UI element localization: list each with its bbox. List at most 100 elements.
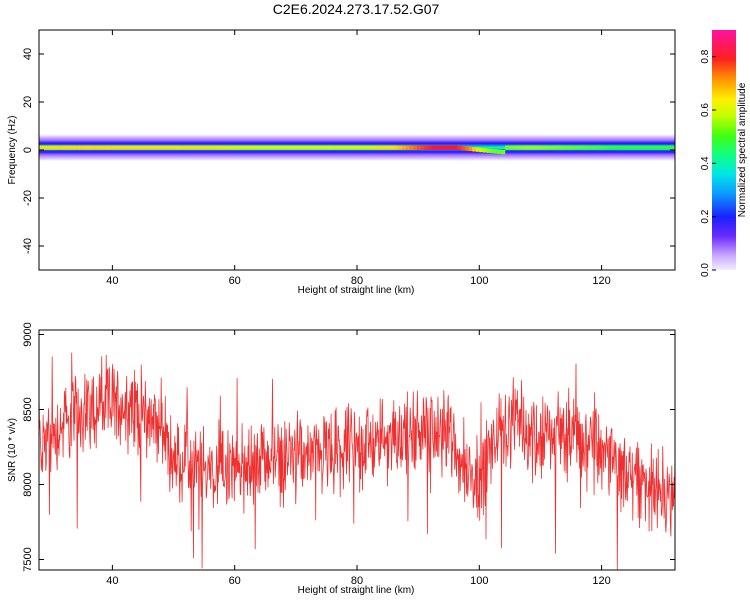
- spectrogram-ridge-cell: [398, 145, 403, 150]
- spectrogram-ridge-cell: [655, 145, 660, 150]
- spectrogram-ridge-cell: [174, 145, 179, 150]
- spectrogram-ridge-cell: [431, 145, 436, 150]
- spectrogram-ridge-cell: [123, 145, 128, 150]
- spectrogram-xtick-label: 80: [351, 275, 363, 287]
- spectrogram-xtick-label: 100: [470, 275, 488, 287]
- spectrogram-ridge-cell: [574, 145, 579, 150]
- spectrogram-ytick-label: 0: [22, 147, 34, 153]
- spectrogram-ridge-cell: [72, 145, 76, 150]
- snr-xtick-label: 80: [351, 575, 363, 587]
- spectrogram-ridge-cell: [182, 145, 187, 150]
- spectrogram-ridge-cell: [299, 145, 304, 150]
- colorbar-tick-label: 0.6: [700, 103, 711, 117]
- spectrogram-ridge-cell: [292, 145, 297, 150]
- spectrogram-ridge-cell: [593, 145, 598, 150]
- spectrogram-ridge-cell: [255, 145, 260, 150]
- spectrogram-ridge-cell: [567, 145, 572, 150]
- snr-ytick-label: 7500: [22, 547, 34, 571]
- spectrogram-ridge-cell: [358, 145, 363, 150]
- spectrogram-ridge-cell: [321, 145, 326, 150]
- spectrogram-ridge-cell: [83, 145, 87, 150]
- spectrogram-ridge-cell: [262, 145, 267, 150]
- spectrogram-ridge-cell: [94, 145, 99, 150]
- figure-title: C2E6.2024.273.17.52.G07: [273, 1, 440, 17]
- spectrogram-ridge-cell: [105, 145, 110, 150]
- spectrogram-ridge-cell: [248, 145, 253, 150]
- spectrogram-ridge-cell: [251, 145, 256, 150]
- spectrogram-ridge-cell: [416, 145, 421, 150]
- spectrogram-ridge-cell: [457, 145, 462, 150]
- spectrogram-ridge-cell: [273, 145, 278, 150]
- spectrogram-ridge-cell: [156, 145, 161, 150]
- colorbar-tick-label: 0.2: [700, 209, 711, 223]
- spectrogram-ridge-cell: [549, 145, 553, 150]
- spectrogram-ridge-cell: [637, 145, 642, 150]
- spectrogram-ridge-cell: [519, 145, 524, 150]
- spectrogram-ytick-label: 20: [22, 96, 34, 108]
- spectrogram-ridge-cell: [596, 145, 601, 150]
- spectrogram-panel: 40 60 80 100 120 40 20 0 -20 -40 Height of straig…: [7, 29, 676, 296]
- spectrogram-ridge-cell: [589, 145, 594, 150]
- spectrogram-ridge-cell: [39, 145, 43, 150]
- spectrogram-ytick-label: 40: [22, 48, 34, 60]
- spectrogram-ridge-cell: [640, 145, 645, 150]
- spectrogram-ridge-cell: [101, 145, 106, 150]
- spectrogram-ridge-cell: [673, 145, 675, 150]
- spectrogram-ridge-cell: [372, 145, 377, 150]
- spectrogram-ridge-cell: [545, 145, 550, 150]
- spectrogram-xlabel: Height of straight line (km): [298, 285, 415, 296]
- spectrogram-ridge-cell: [383, 145, 388, 150]
- spectrogram-ridge-cell: [134, 145, 139, 150]
- spectrogram-ridge-cell: [233, 145, 238, 150]
- spectrogram-ridge-cell: [508, 145, 513, 150]
- spectrogram-ridge-cell: [666, 145, 671, 150]
- spectrogram-ridge-cell: [222, 145, 227, 150]
- spectrogram-ridge-cell: [127, 145, 132, 150]
- spectrogram-ridge-cell: [207, 145, 212, 150]
- spectrogram-ridge-cell: [600, 145, 605, 150]
- spectrogram-ridge-cell: [226, 145, 231, 150]
- spectrogram-ridge-cell: [317, 145, 322, 150]
- spectrogram-ridge-cell: [53, 145, 58, 150]
- spectrogram-ridge-cell: [306, 145, 311, 150]
- spectrogram-ridge-cell: [618, 145, 623, 150]
- spectrogram-ridge-cell: [350, 145, 355, 150]
- spectrogram-ridge-cell: [97, 145, 102, 150]
- spectrogram-ridge-cell: [607, 145, 612, 150]
- spectrogram-heat-layer: [39, 133, 675, 162]
- spectrogram-ridge-cell: [189, 145, 194, 150]
- spectrogram-ridge-cell: [266, 145, 271, 150]
- spectrogram-ridge-cell: [380, 145, 385, 150]
- spectrogram-ridge-cell: [629, 145, 634, 150]
- spectrogram-ridge-cell: [270, 145, 275, 150]
- spectrogram-ridge-cell: [659, 145, 664, 150]
- spectrogram-ridge-cell: [138, 145, 143, 150]
- spectrogram-ridge-cell: [347, 145, 352, 150]
- spectrogram-ridge-cell: [633, 145, 638, 150]
- spectrogram-ridge-cell: [152, 145, 157, 150]
- spectrogram-ridge-cell: [281, 145, 286, 150]
- spectrogram-ridge-cell: [79, 145, 84, 150]
- spectrogram-ridge-cell: [145, 145, 150, 150]
- spectrogram-ridge-cell: [453, 145, 458, 150]
- spectrogram-ridge-cell: [541, 145, 546, 150]
- spectrogram-ridge-cell: [328, 145, 333, 150]
- spectrogram-ridge-cell: [582, 145, 587, 150]
- spectrogram-ridge-cell: [435, 145, 440, 150]
- spectrogram-ridge-cell: [534, 145, 539, 150]
- spectrogram-ridge-cell: [427, 145, 432, 150]
- spectrogram-ridge-cell: [622, 145, 627, 150]
- colorbar-label: Normalized spectral amplitude: [737, 82, 748, 217]
- spectrogram-ridge-cell: [295, 145, 300, 150]
- spectrogram-ytick-label: -40: [22, 238, 34, 254]
- spectrogram-ridge-cell: [339, 145, 344, 150]
- snr-xlabel: Height of straight line (km): [298, 585, 415, 596]
- spectrogram-ridge-cell: [325, 145, 330, 150]
- spectrogram-ridge-cell: [387, 145, 392, 150]
- spectrogram-ridge-cell: [578, 145, 583, 150]
- snr-panel: 40 60 80 100 120 9000 8500 8000 7500 Height of s…: [7, 322, 676, 596]
- spectrogram-ridge-cell: [354, 145, 359, 150]
- spectrogram-ridge-cell: [61, 145, 65, 150]
- spectrogram-ridge-cell: [163, 145, 168, 150]
- spectrogram-ridge-cell: [90, 145, 95, 150]
